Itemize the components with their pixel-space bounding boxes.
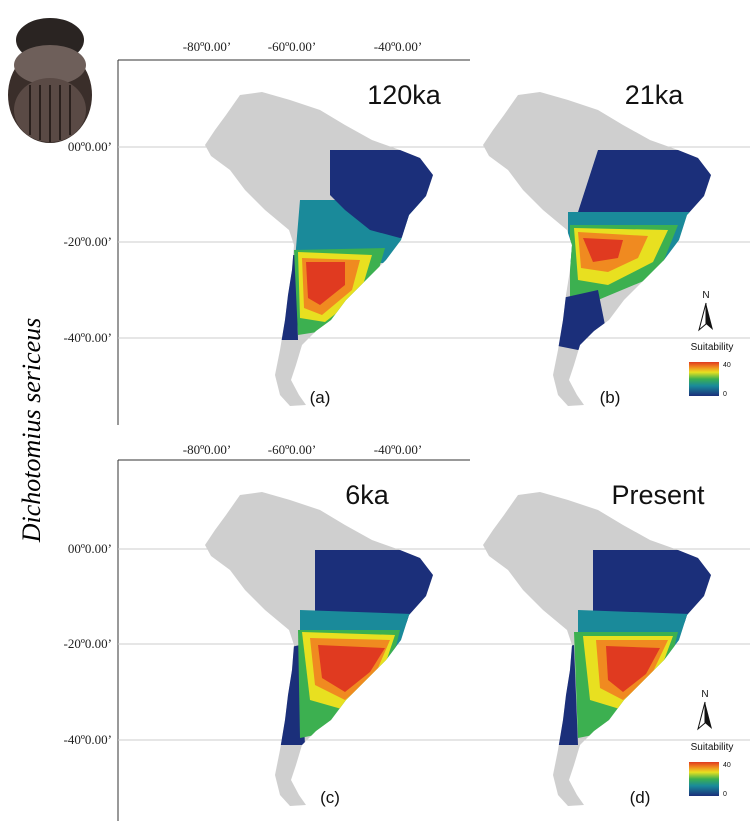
legend-gradient [689, 362, 719, 396]
panel-label: (d) [630, 788, 651, 807]
legend-gradient [689, 762, 719, 796]
legend: N Suitability 40 0 [689, 689, 733, 798]
panel-title: Present [611, 480, 705, 510]
north-arrow [698, 702, 705, 729]
legend-min: 0 [723, 791, 727, 798]
north-arrow [706, 303, 713, 330]
panel-label: (b) [600, 388, 621, 407]
north-arrow [699, 303, 706, 330]
north-label: N [702, 290, 709, 301]
species-label: Dichotomius sericeus [17, 318, 46, 544]
latitude-label: 00º0.00’ [68, 541, 112, 556]
latitude-label: -20º0.00’ [64, 234, 112, 249]
beetle-image [8, 18, 92, 143]
map-panel: 21ka (b) [483, 80, 718, 407]
longitude-label: -80º0.00’ [183, 442, 231, 457]
panel-title: 21ka [625, 80, 685, 110]
map-panel: 120ka (a) [205, 80, 442, 407]
latitude-label: -20º0.00’ [64, 636, 112, 651]
legend-title: Suitability [691, 742, 734, 753]
legend-title: Suitability [691, 342, 734, 353]
panel-label: (c) [320, 788, 340, 807]
latitude-label: -40º0.00’ [64, 732, 112, 747]
latitude-label: -40º0.00’ [64, 330, 112, 345]
longitude-label: -60º0.00’ [268, 39, 316, 54]
longitude-label: -40º0.00’ [374, 39, 422, 54]
legend-max: 40 [723, 362, 731, 369]
panel-title: 120ka [367, 80, 442, 110]
latitude-label: 00º0.00’ [68, 139, 112, 154]
longitude-label: -60º0.00’ [268, 442, 316, 457]
longitude-label: -80º0.00’ [183, 39, 231, 54]
north-label: N [701, 689, 708, 700]
legend-min: 0 [723, 391, 727, 398]
panel-title: 6ka [345, 480, 390, 510]
legend: N Suitability 40 0 [689, 290, 733, 398]
longitude-label: -40º0.00’ [374, 442, 422, 457]
north-arrow [705, 702, 712, 729]
panel-label: (a) [310, 388, 331, 407]
legend-max: 40 [723, 762, 731, 769]
figure: Dichotomius sericeus -80º0.00’ -60º0.00’… [0, 0, 750, 821]
